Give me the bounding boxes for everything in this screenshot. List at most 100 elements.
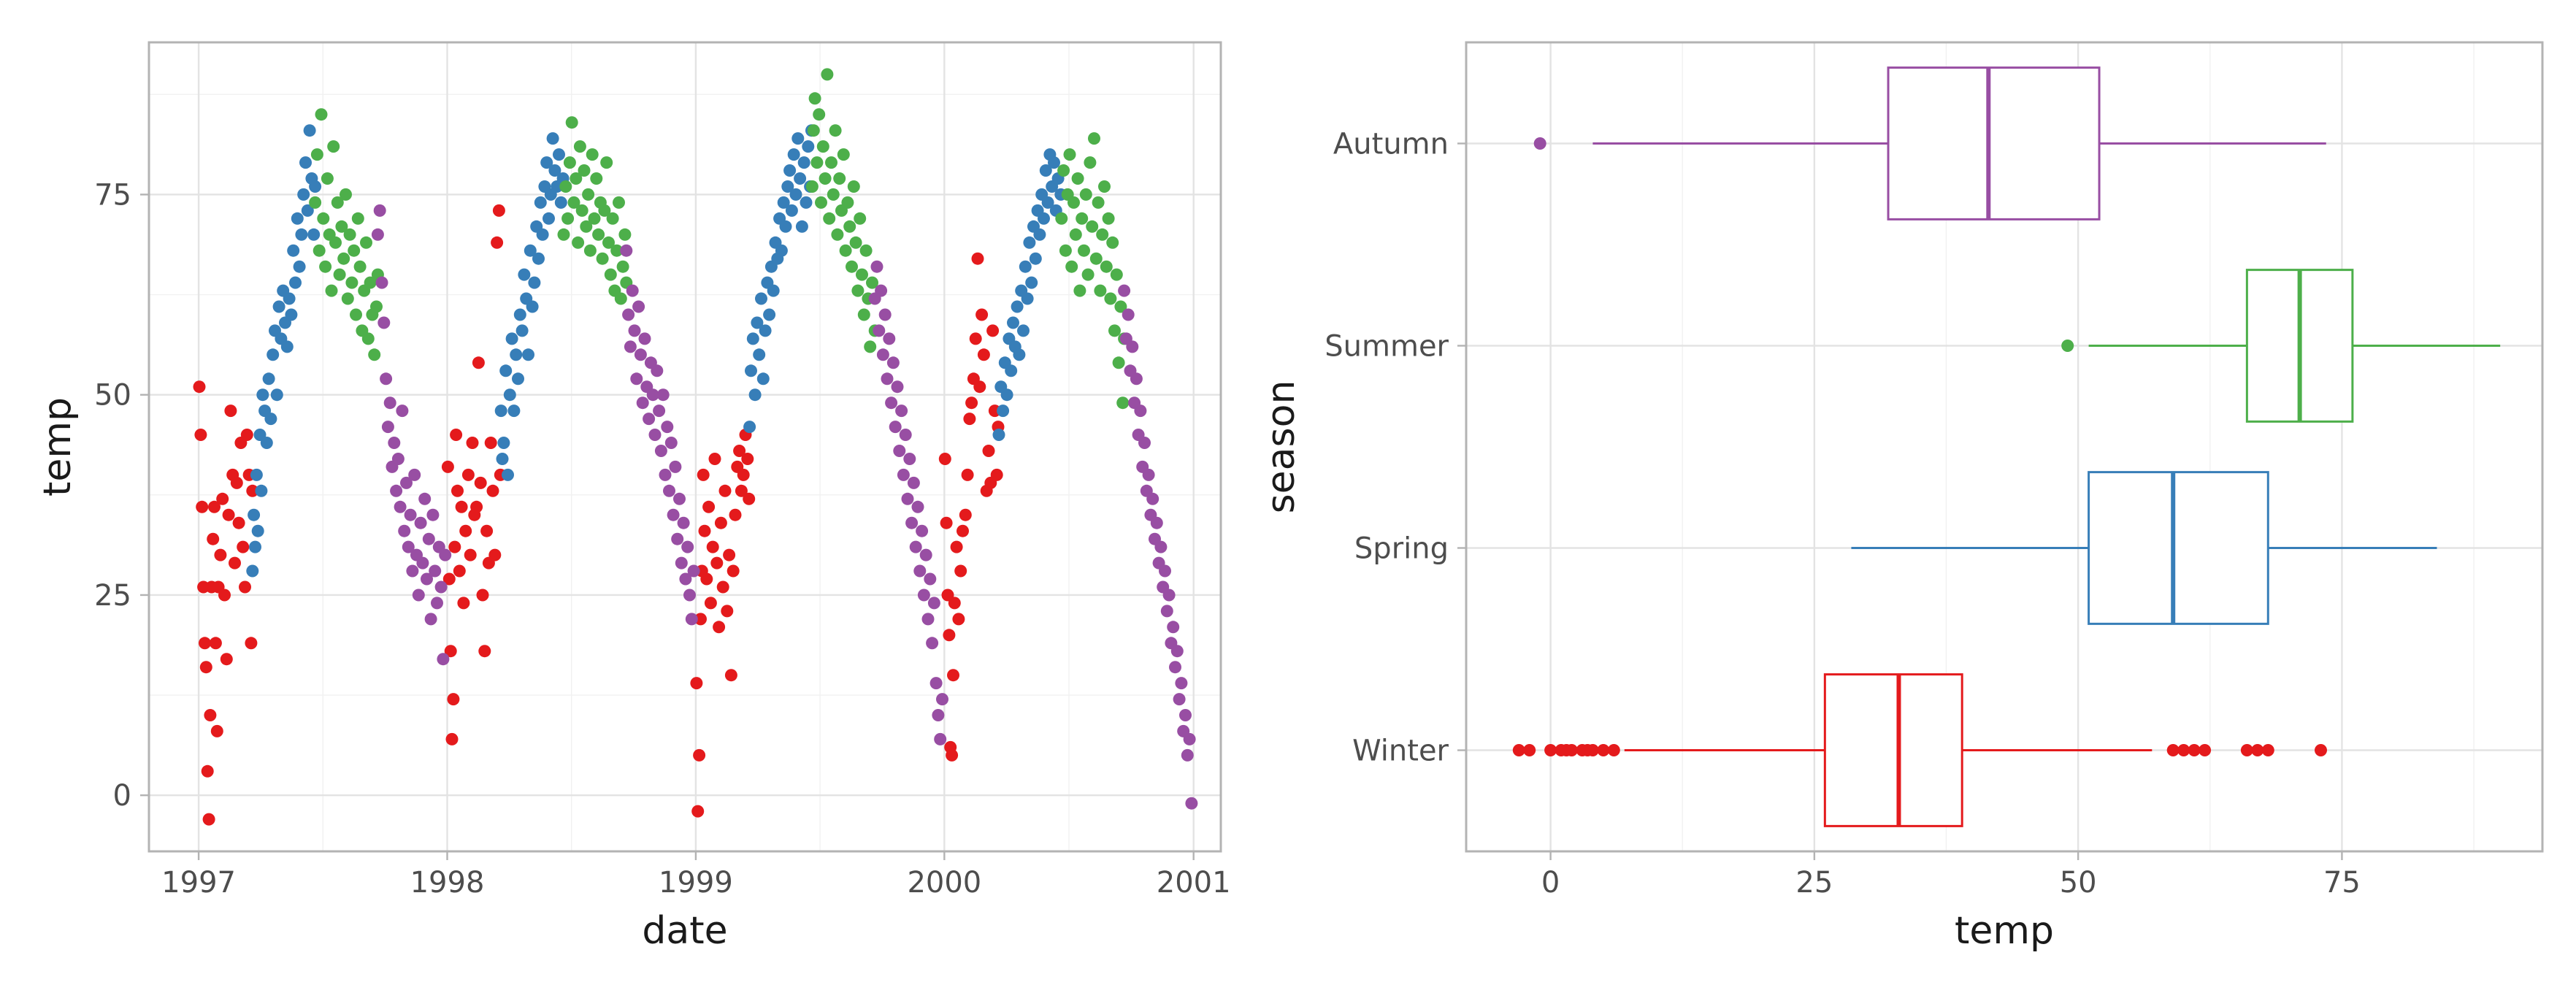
- scatter-point: [429, 564, 442, 578]
- scatter-point: [700, 572, 713, 586]
- scatter-point: [370, 300, 383, 313]
- scatter-point: [565, 116, 578, 129]
- scatter-point: [876, 348, 889, 361]
- scatter-point: [1065, 260, 1078, 273]
- scatter-point: [870, 260, 883, 273]
- scatter-point: [437, 653, 450, 666]
- scatter-point: [973, 380, 986, 394]
- scatter-point: [873, 324, 886, 337]
- scatter-point: [543, 212, 555, 225]
- scatter-point: [337, 252, 350, 265]
- scatter-point: [718, 484, 732, 497]
- scatter-point: [451, 484, 464, 497]
- scatter-point: [246, 484, 259, 497]
- scatter-point: [751, 316, 764, 329]
- scatter-point: [903, 453, 916, 465]
- scatter-point: [309, 180, 322, 193]
- scatter-point: [267, 348, 280, 361]
- scatter-point: [459, 524, 472, 537]
- scatter-point: [1011, 300, 1024, 313]
- scatter-point: [499, 364, 513, 377]
- boxplot-x-tick-label: 50: [2060, 866, 2097, 900]
- scatter-point: [800, 196, 813, 209]
- scatter-point: [340, 188, 352, 201]
- scatter-point: [350, 308, 362, 321]
- scatter-point: [813, 108, 826, 121]
- scatter-point: [683, 588, 696, 602]
- scatter-point: [1169, 661, 1181, 674]
- scatter-point: [781, 180, 794, 193]
- scatter-point: [737, 468, 750, 481]
- scatter-point: [398, 524, 411, 537]
- scatter-point: [613, 196, 625, 209]
- scatter-point: [957, 524, 969, 537]
- scatter-point: [795, 220, 808, 233]
- box-outlier: [1512, 744, 1525, 756]
- scatter-point: [309, 196, 322, 209]
- scatter-point: [1108, 324, 1121, 337]
- scatter-point: [808, 92, 821, 105]
- scatter-gridlines: [149, 42, 1221, 851]
- scatter-point: [907, 476, 920, 489]
- scatter-point: [222, 508, 235, 521]
- scatter-point: [426, 508, 440, 521]
- scatter-point: [512, 372, 524, 386]
- scatter-point: [412, 588, 425, 602]
- scatter-point: [1076, 212, 1089, 225]
- box-iqr: [1823, 673, 1963, 827]
- scatter-point: [1112, 356, 1125, 369]
- scatter-point: [590, 172, 603, 185]
- scatter-point: [331, 196, 344, 209]
- scatter-point: [1114, 300, 1127, 313]
- scatter-point: [702, 500, 716, 513]
- scatter-point: [408, 468, 421, 481]
- scatter-point: [457, 597, 470, 610]
- scatter-point: [224, 405, 237, 418]
- scatter-point: [671, 532, 684, 545]
- scatter-point: [325, 284, 338, 297]
- scatter-point: [653, 405, 666, 418]
- scatter-point: [474, 476, 487, 489]
- scatter-point: [313, 244, 326, 257]
- scatter-point: [685, 613, 698, 626]
- scatter-point: [651, 364, 664, 377]
- scatter-y-axis-title: temp: [36, 397, 80, 496]
- scatter-point: [502, 468, 514, 481]
- scatter-point: [494, 405, 507, 418]
- scatter-point: [1089, 252, 1103, 265]
- scatter-point: [1088, 132, 1100, 145]
- scatter-point: [620, 244, 633, 257]
- boxplot-category-label: Summer: [1325, 330, 1449, 364]
- scatter-point: [628, 324, 641, 337]
- scatter-point: [434, 580, 448, 594]
- scatter-point: [563, 156, 576, 169]
- scatter-point: [729, 508, 742, 521]
- scatter-point: [497, 437, 510, 449]
- scatter-point: [1048, 156, 1060, 169]
- scatter-point: [287, 244, 300, 257]
- scatter-point: [1019, 260, 1032, 273]
- scatter-point: [216, 492, 229, 505]
- scatter-point: [1118, 284, 1131, 297]
- scatter-point: [476, 588, 489, 602]
- scatter-point: [1023, 236, 1036, 249]
- scatter-point: [202, 813, 215, 826]
- box-iqr: [2088, 471, 2269, 625]
- scatter-point: [602, 236, 615, 249]
- scatter-point: [371, 228, 384, 241]
- scatter-point: [554, 196, 567, 209]
- scatter-point: [886, 356, 900, 369]
- scatter-point: [289, 276, 302, 289]
- scatter-y-tick-label: 0: [113, 779, 131, 813]
- scatter-point: [1183, 732, 1196, 745]
- scatter-point: [1059, 244, 1072, 257]
- scatter-point: [841, 196, 854, 209]
- scatter-point: [636, 396, 649, 410]
- scatter-point: [406, 564, 419, 578]
- scatter-point: [441, 460, 454, 473]
- scatter-point: [561, 212, 575, 225]
- scatter-point: [488, 548, 502, 561]
- scatter-point: [1160, 605, 1173, 618]
- scatter-point: [1185, 797, 1198, 810]
- scatter-point: [755, 292, 767, 305]
